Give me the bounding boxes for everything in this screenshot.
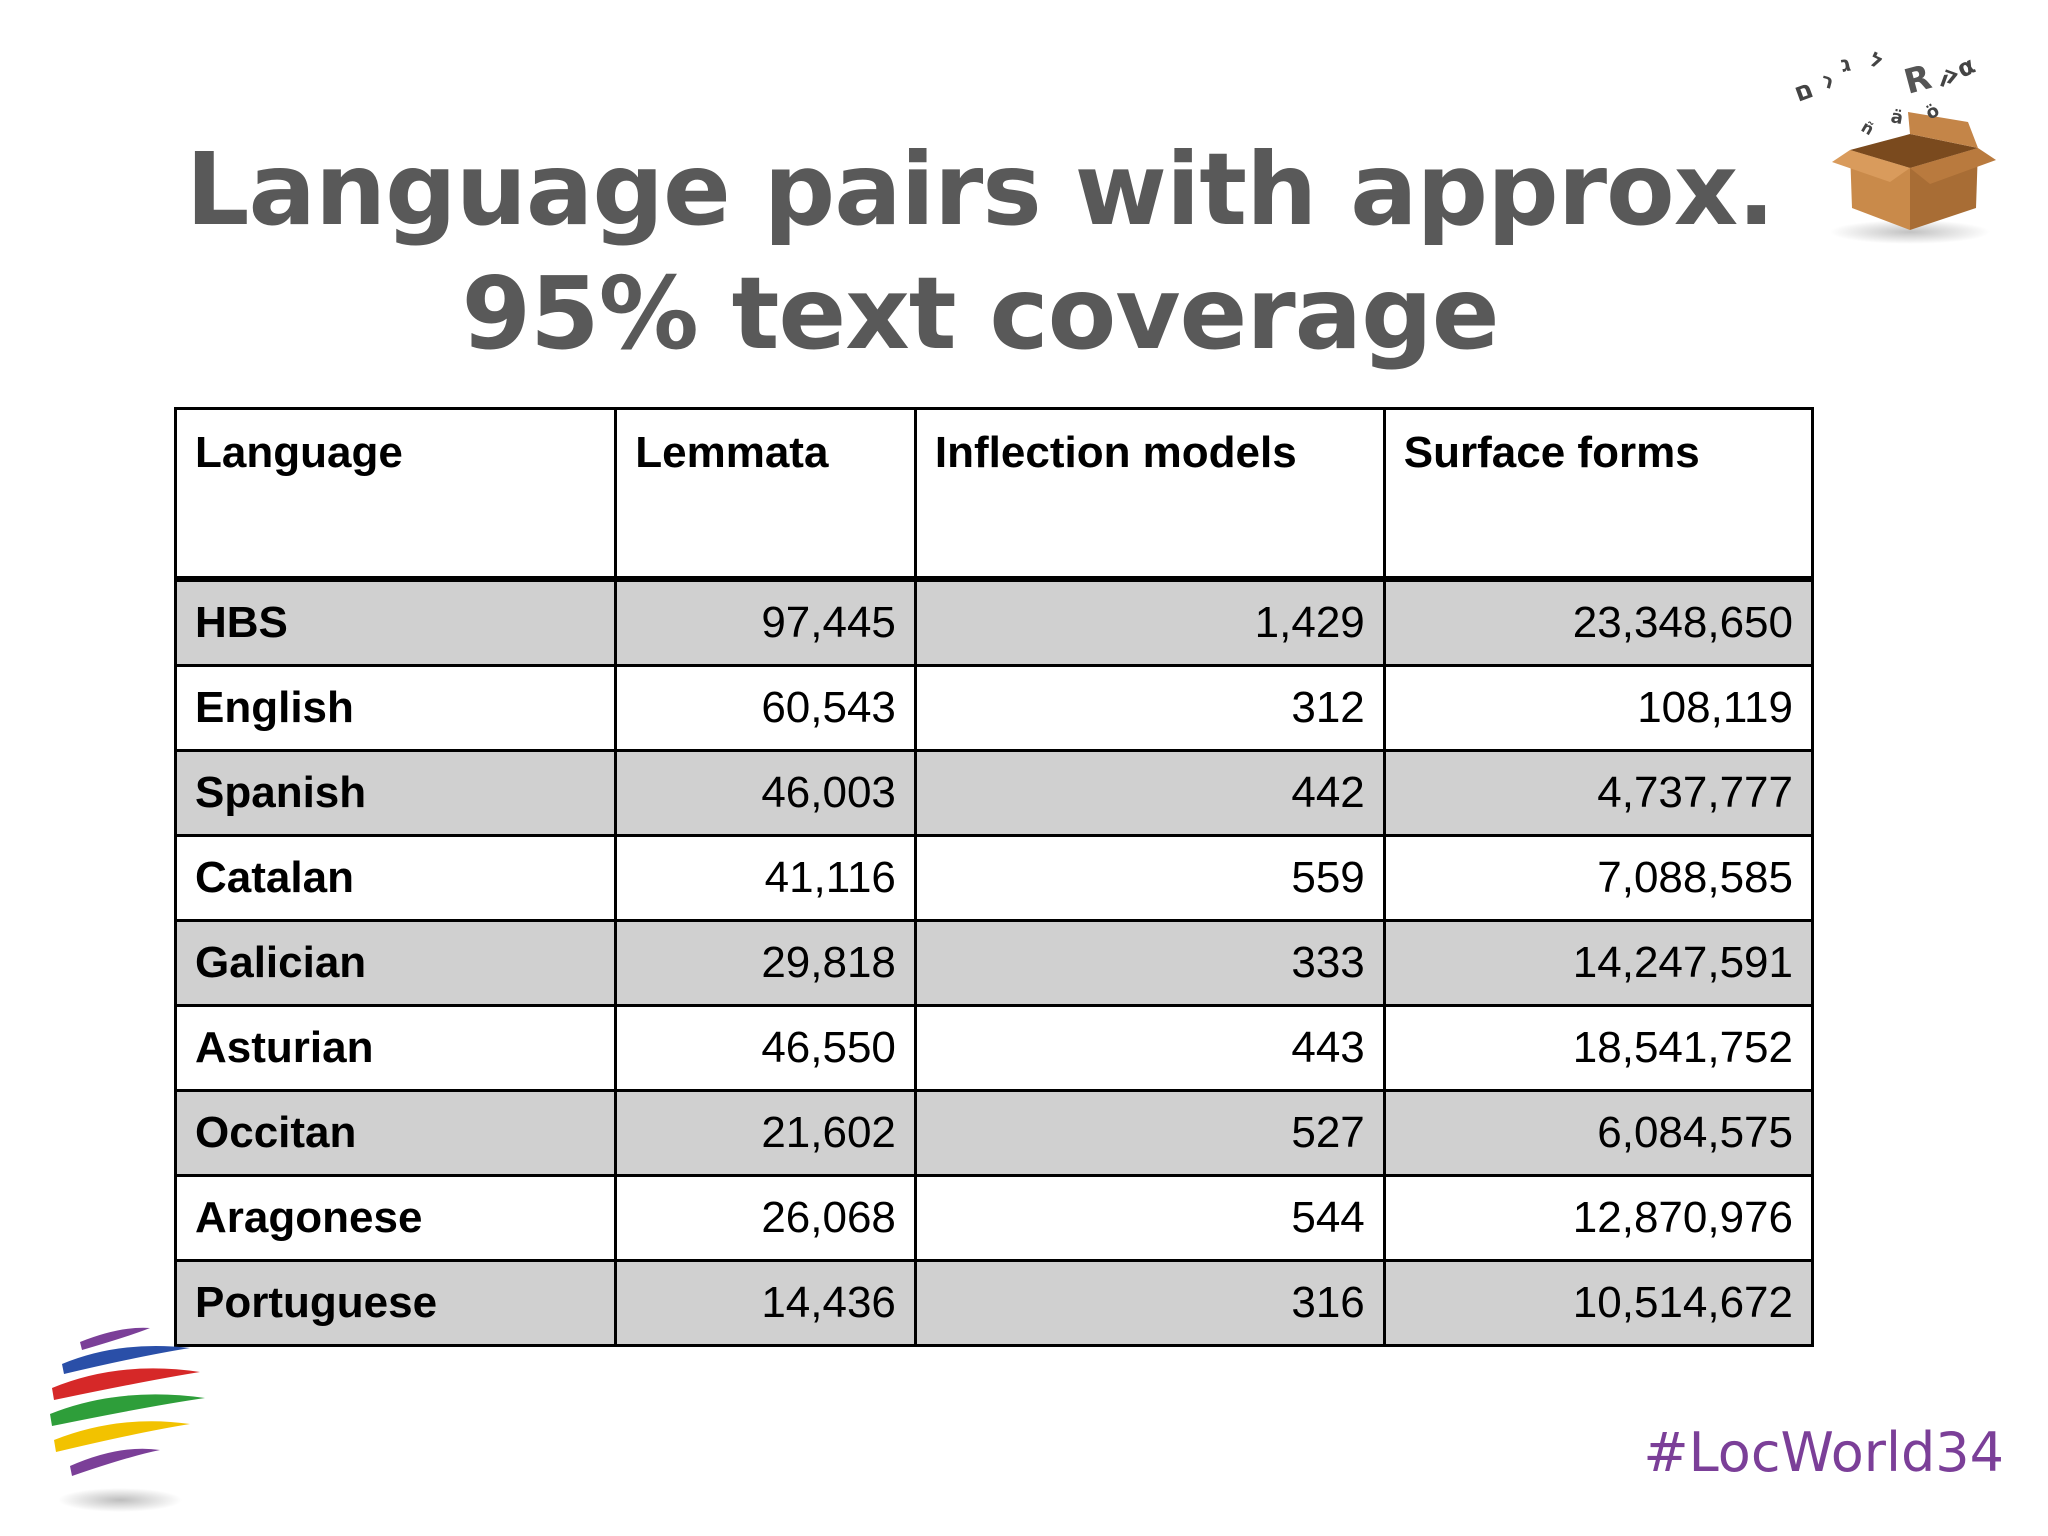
cell-lemmata: 97,445 — [614, 577, 917, 667]
cell-language: English — [173, 664, 618, 752]
cell-inflection-models: 559 — [913, 834, 1386, 922]
colored-stripes-logo-icon — [50, 1327, 205, 1512]
cell-lemmata: 41,116 — [614, 834, 917, 922]
cell-language: Occitan — [173, 1089, 618, 1177]
language-pairs-table: Language Lemmata Inflection models Surfa… — [173, 407, 1815, 1347]
header-inflection-models: Inflection models — [913, 407, 1386, 582]
slide-title-line1: Language pairs with approx. — [185, 131, 1775, 248]
cell-inflection-models: 544 — [913, 1174, 1386, 1262]
header-language: Language — [173, 407, 618, 582]
table-header-row: Language Lemmata Inflection models Surfa… — [173, 407, 1815, 582]
cell-language: Galician — [173, 919, 618, 1007]
cell-surface-forms: 6,084,575 — [1382, 1089, 1815, 1177]
cell-lemmata: 46,003 — [614, 749, 917, 837]
cell-lemmata: 46,550 — [614, 1004, 917, 1092]
cell-surface-forms: 23,348,650 — [1382, 577, 1815, 667]
table-row: Occitan 21,602 527 6,084,575 — [173, 1089, 1815, 1177]
cell-inflection-models: 312 — [913, 664, 1386, 752]
cell-lemmata: 26,068 — [614, 1174, 917, 1262]
cell-surface-forms: 14,247,591 — [1382, 919, 1815, 1007]
svg-text:ר: ר — [1819, 68, 1837, 94]
svg-text:ל: ל — [1866, 50, 1887, 74]
slide-title: Language pairs with approx. 95% text cov… — [0, 128, 1960, 376]
slide-title-line2: 95% text coverage — [461, 255, 1499, 372]
cell-surface-forms: 4,737,777 — [1382, 749, 1815, 837]
svg-text:ג: ג — [1839, 52, 1853, 78]
cell-surface-forms: 7,088,585 — [1382, 834, 1815, 922]
cell-surface-forms: 18,541,752 — [1382, 1004, 1815, 1092]
cell-language: Portuguese — [173, 1259, 618, 1347]
table-row: Asturian 46,550 443 18,541,752 — [173, 1004, 1815, 1092]
cell-surface-forms: 108,119 — [1382, 664, 1815, 752]
table-row: Portuguese 14,436 316 10,514,672 — [173, 1259, 1815, 1347]
cell-inflection-models: 1,429 — [913, 577, 1386, 667]
table-row: Galician 29,818 333 14,247,591 — [173, 919, 1815, 1007]
svg-text:ñ: ñ — [1858, 117, 1877, 139]
svg-text:ä: ä — [1889, 106, 1905, 129]
cell-lemmata: 60,543 — [614, 664, 917, 752]
header-lemmata: Lemmata — [614, 407, 917, 582]
cell-inflection-models: 443 — [913, 1004, 1386, 1092]
cell-inflection-models: 316 — [913, 1259, 1386, 1347]
svg-text:ק: ק — [1938, 62, 1962, 91]
box-logo-icon: ם ר ג ל R ק α ä ö ñ — [1790, 50, 1996, 244]
table-row: Spanish 46,003 442 4,737,777 — [173, 749, 1815, 837]
table-row: English 60,543 312 108,119 — [173, 664, 1815, 752]
cell-inflection-models: 442 — [913, 749, 1386, 837]
cell-surface-forms: 12,870,976 — [1382, 1174, 1815, 1262]
cell-lemmata: 29,818 — [614, 919, 917, 1007]
cell-language: Spanish — [173, 749, 618, 837]
table-row: Catalan 41,116 559 7,088,585 — [173, 834, 1815, 922]
cell-lemmata: 14,436 — [614, 1259, 917, 1347]
table-row: HBS 97,445 1,429 23,348,650 — [173, 577, 1815, 667]
event-hashtag: #LocWorld34 — [1643, 1421, 2004, 1484]
cell-inflection-models: 527 — [913, 1089, 1386, 1177]
svg-text:R: R — [1900, 57, 1936, 102]
cell-lemmata: 21,602 — [614, 1089, 917, 1177]
table-row: Aragonese 26,068 544 12,870,976 — [173, 1174, 1815, 1262]
cell-language: HBS — [173, 577, 618, 667]
cell-inflection-models: 333 — [913, 919, 1386, 1007]
cell-language: Aragonese — [173, 1174, 618, 1262]
header-surface-forms: Surface forms — [1382, 407, 1815, 582]
svg-text:ם: ם — [1790, 74, 1817, 108]
cell-language: Asturian — [173, 1004, 618, 1092]
cell-language: Catalan — [173, 834, 618, 922]
cell-surface-forms: 10,514,672 — [1382, 1259, 1815, 1347]
